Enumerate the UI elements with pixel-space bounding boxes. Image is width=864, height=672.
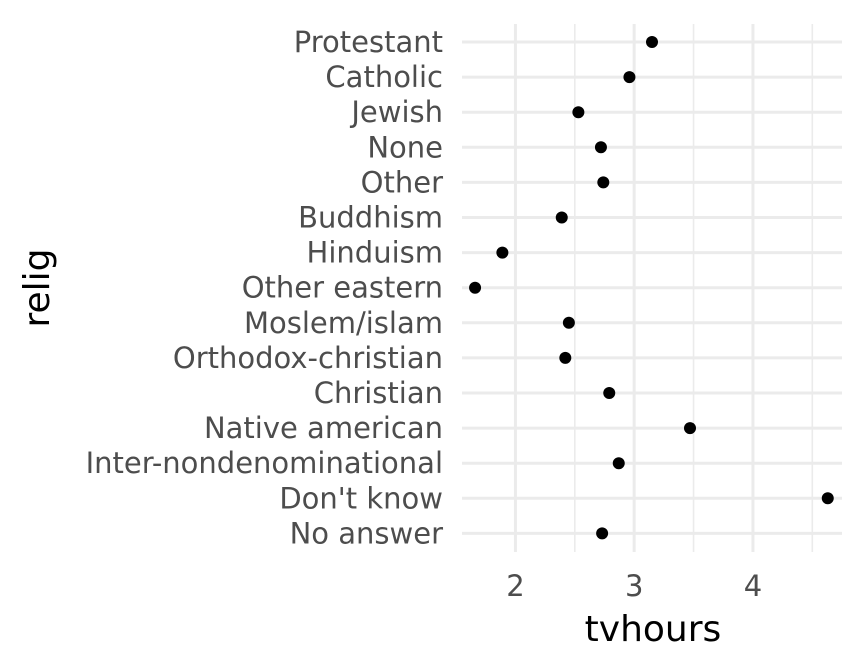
x-tick-label: 3 (625, 569, 643, 603)
y-tick-label: Don't know (279, 481, 443, 515)
y-tick-label: Jewish (349, 95, 443, 129)
y-tick-label: Other (361, 165, 443, 199)
data-point (559, 351, 572, 364)
y-tick-label: Buddhism (298, 201, 443, 235)
data-point (496, 246, 509, 259)
y-tick-label: Christian (314, 376, 443, 410)
data-point (594, 141, 607, 154)
y-tick-label: Protestant (294, 25, 443, 59)
data-point (469, 281, 482, 294)
y-axis-title: relig (17, 248, 58, 327)
data-point (603, 387, 616, 399)
x-tick-label: 2 (506, 569, 524, 603)
data-point (596, 527, 609, 540)
x-axis-title: tvhours (585, 609, 722, 650)
data-point (562, 316, 575, 329)
x-tick-label: 4 (744, 569, 762, 603)
data-point (597, 176, 610, 189)
y-tick-label: No answer (290, 516, 443, 550)
data-point (821, 492, 834, 505)
data-point (555, 211, 568, 224)
data-point (646, 36, 658, 48)
y-tick-label: None (367, 130, 443, 164)
y-tick-label: Native american (204, 411, 443, 445)
data-point (623, 71, 636, 84)
data-point (572, 106, 585, 119)
y-tick-label: Other eastern (242, 271, 443, 305)
y-tick-label: Inter-nondenominational (86, 446, 443, 480)
y-axis-tick-labels: ProtestantCatholicJewishNoneOtherBuddhis… (86, 25, 443, 550)
grid-lines (462, 24, 842, 552)
y-tick-label: Moslem/islam (244, 306, 443, 340)
data-point (612, 457, 625, 470)
y-tick-label: Catholic (325, 60, 443, 94)
data-points (469, 36, 834, 540)
y-tick-label: Orthodox-christian (173, 341, 443, 375)
data-point (684, 422, 696, 435)
y-tick-label: Hinduism (307, 236, 443, 270)
x-axis-tick-labels: 2 3 4 (506, 569, 762, 603)
